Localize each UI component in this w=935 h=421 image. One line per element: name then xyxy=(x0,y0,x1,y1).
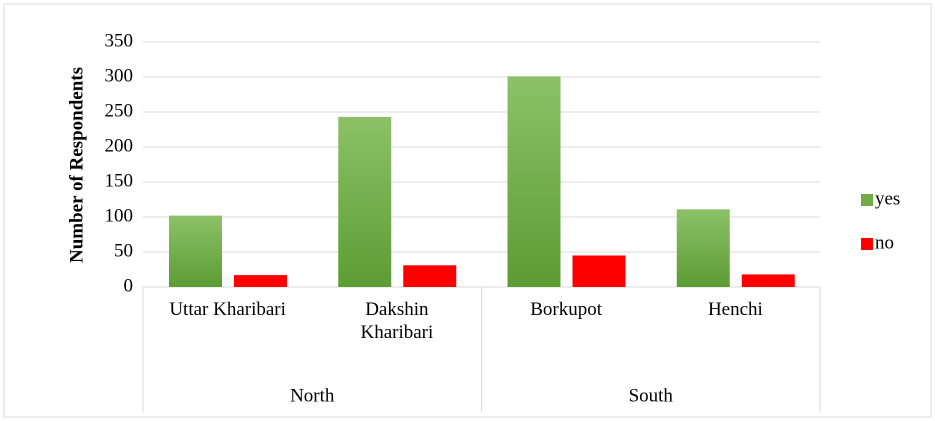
x-tick-label: Henchi xyxy=(707,299,763,320)
y-tick-label: 100 xyxy=(105,205,134,226)
legend-label: no xyxy=(875,232,894,253)
y-axis-title: Number of Respondents xyxy=(66,67,87,263)
group-label: South xyxy=(629,385,674,406)
bar xyxy=(234,275,287,287)
chart-border xyxy=(3,3,932,418)
y-tick-label: 50 xyxy=(114,240,133,261)
legend-label: yes xyxy=(875,188,900,209)
bar xyxy=(403,265,457,287)
bar xyxy=(676,209,730,287)
legend-swatch xyxy=(861,194,873,206)
bar xyxy=(572,255,626,287)
x-tick-label: Borkupot xyxy=(530,299,603,320)
x-tick-label: Uttar Kharibari xyxy=(169,299,286,320)
legend-swatch xyxy=(861,238,873,250)
bar xyxy=(741,274,795,287)
bar xyxy=(338,116,392,288)
y-tick-label: 150 xyxy=(105,170,134,191)
y-tick-label: 0 xyxy=(124,275,134,296)
y-tick-label: 250 xyxy=(105,100,134,121)
y-tick-label: 200 xyxy=(105,135,134,156)
bar xyxy=(169,215,222,287)
y-tick-label: 300 xyxy=(105,65,134,86)
x-tick-label: Dakshin Kharibari xyxy=(360,299,434,343)
bar xyxy=(507,76,561,287)
group-label: North xyxy=(290,385,335,406)
y-tick-label: 350 xyxy=(105,30,134,51)
